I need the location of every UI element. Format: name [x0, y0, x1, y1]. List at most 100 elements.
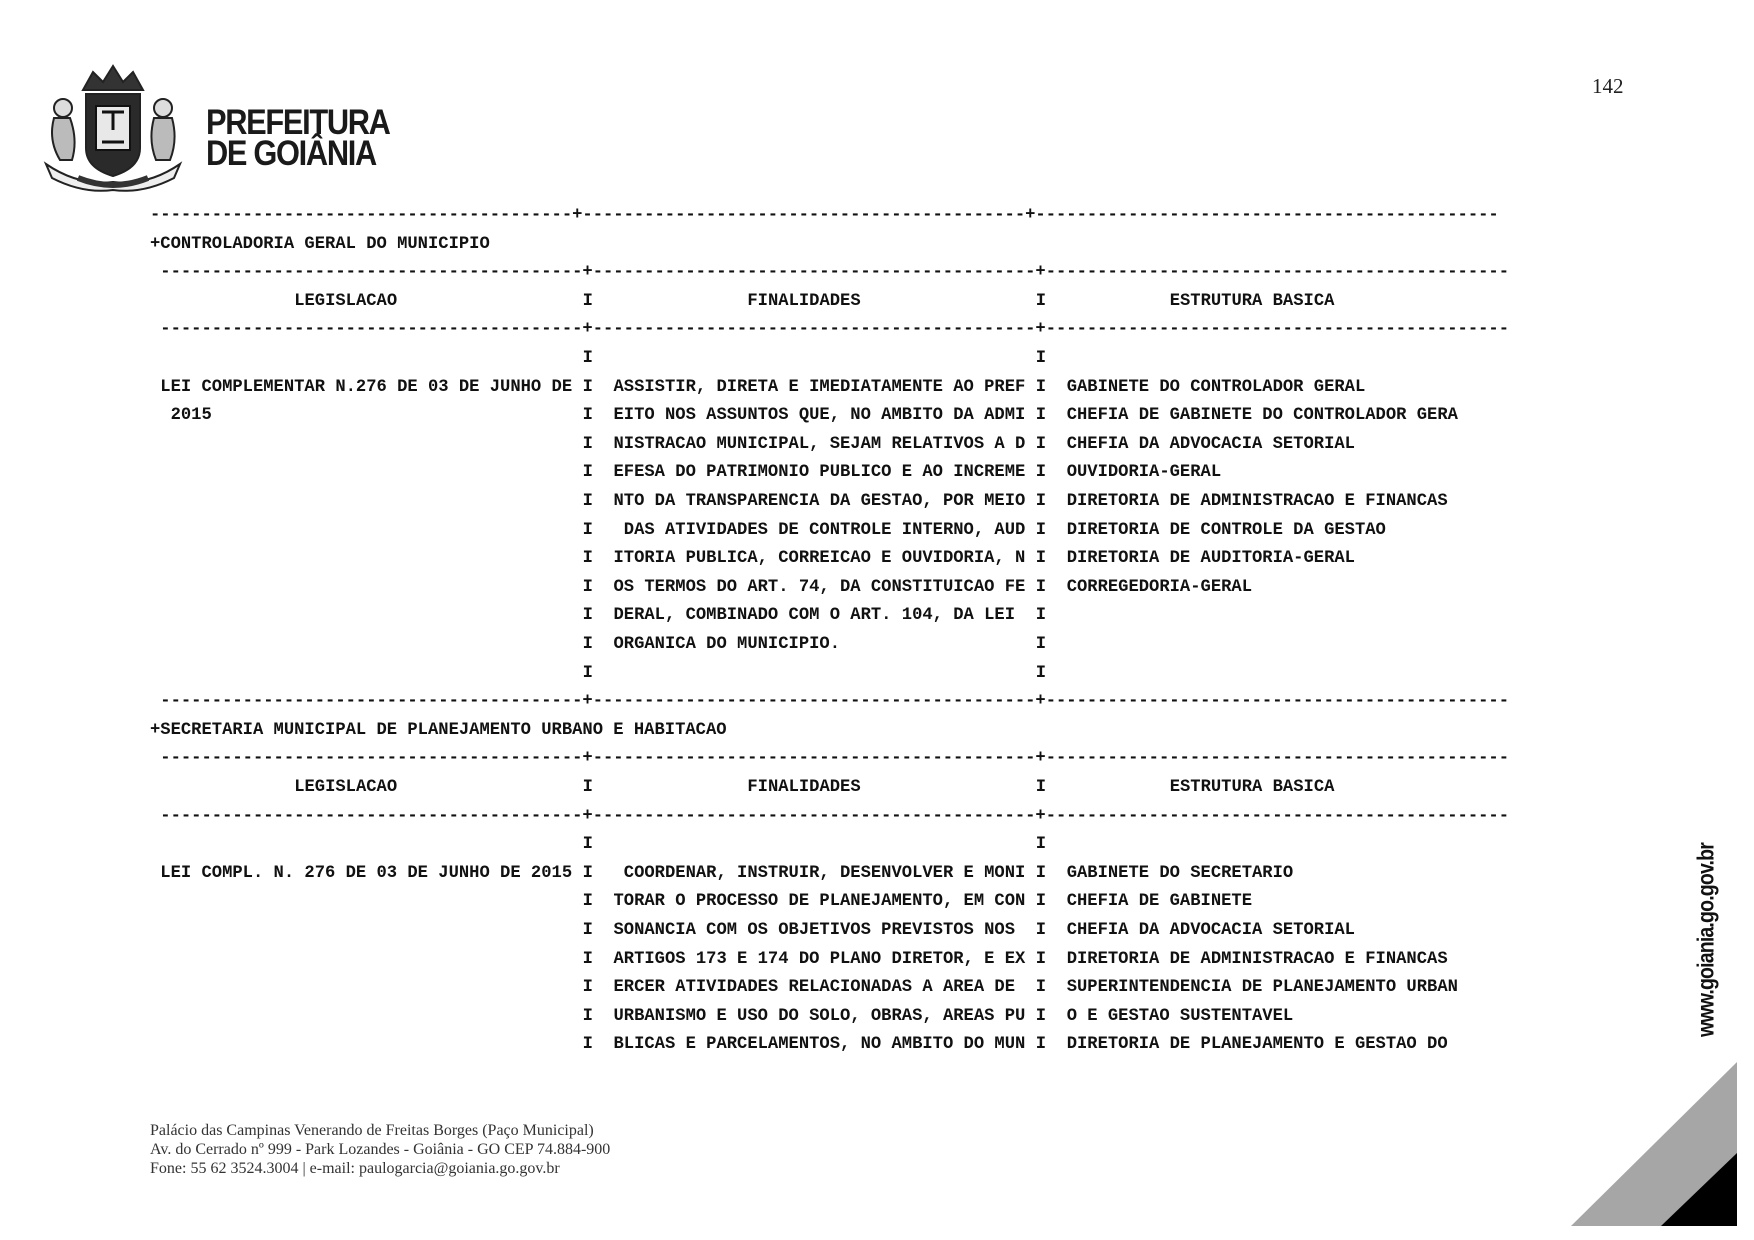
corner-gray-triangle — [1571, 1062, 1737, 1226]
finalidades-cell: ORGANICA DO MUNICIPIO. — [613, 635, 841, 654]
column-divider: I — [1035, 520, 1047, 540]
finalidades-cell: BLICAS E PARCELAMENTOS, NO AMBITO DO MUN — [613, 1035, 1026, 1055]
section-title: +CONTROLADORIA GERAL DO MUNICIPIO — [150, 234, 490, 254]
dashed-separator: ----------------------------------------… — [150, 206, 1499, 225]
column-divider: I — [1035, 663, 1047, 683]
estrutura-basica-cell: CHEFIA DE GABINETE — [1066, 892, 1253, 912]
column-header-estrutura-basica: ESTRUTURA BASICA — [1169, 778, 1335, 797]
legislacao-cell: LEI COMPLEMENTAR N.276 DE 03 DE JUNHO DE — [160, 377, 573, 397]
estrutura-basica-cell: OUVIDORIA-GERAL — [1066, 463, 1222, 483]
table-row: I ITORIA PUBLICA, CORREICAO E OUVIDORIA, … — [0, 545, 1754, 574]
estrutura-basica-cell: GABINETE DO CONTROLADOR GERAL — [1066, 377, 1366, 397]
column-divider: I — [582, 492, 593, 511]
column-divider: I — [1035, 978, 1047, 998]
page-number: 142 — [1592, 74, 1624, 98]
table-row: 2015 I EITO NOS ASSUNTOS QUE, NO AMBITO DA… — [0, 402, 1754, 431]
table-rule: ----------------------------------------… — [0, 259, 1754, 288]
estrutura-basica-cell: DIRETORIA DE PLANEJAMENTO E GESTAO DO — [1066, 1035, 1448, 1055]
table-row: LEI COMPL. N. 276 DE 03 DE JUNHO DE 2015… — [0, 860, 1754, 889]
estrutura-basica-cell: O E GESTAO SUSTENTAVEL — [1066, 1006, 1294, 1026]
column-divider: I — [582, 635, 593, 654]
column-divider: I — [1035, 1035, 1047, 1055]
table-row: I NTO DA TRANSPARENCIA DA GESTAO, POR MEI… — [0, 488, 1754, 517]
column-divider: I — [582, 434, 593, 454]
finalidades-cell: EFESA DO PATRIMONIO PUBLICO E AO INCREME — [613, 463, 1026, 483]
table-row: I BLICAS E PARCELAMENTOS, NO AMBITO DO MU… — [0, 1031, 1754, 1060]
estrutura-basica-cell: CORREGEDORIA-GERAL — [1066, 577, 1253, 597]
column-divider: I — [1035, 349, 1047, 368]
section-title-row: +CONTROLADORIA GERAL DO MUNICIPIO — [0, 231, 1754, 260]
table-rule: ----------------------------------------… — [0, 316, 1754, 345]
table-row: I OS TERMOS DO ART. 74, DA CONSTITUICAO F… — [0, 574, 1754, 603]
estrutura-basica-cell: GABINETE DO SECRETARIO — [1066, 863, 1294, 883]
column-header-legislacao: LEGISLACAO — [294, 291, 398, 311]
column-divider: I — [1035, 549, 1047, 569]
finalidades-cell: EITO NOS ASSUNTOS QUE, NO AMBITO DA ADMI — [613, 406, 1026, 426]
column-divider: I — [582, 835, 593, 855]
column-divider: I — [582, 377, 593, 397]
prefeitura-coat-of-arms-logo — [43, 64, 183, 192]
column-divider: I — [582, 1035, 593, 1055]
column-divider: I — [582, 520, 593, 540]
table-header-row: LEGISLACAO I FINALIDADES I ESTRUTURA BASICA — [0, 774, 1754, 803]
finalidades-cell: DAS ATIVIDADES DE CONTROLE INTERNO, AUD — [613, 520, 1026, 540]
estrutura-basica-cell: DIRETORIA DE AUDITORIA-GERAL — [1066, 549, 1355, 569]
column-divider: I — [1035, 949, 1047, 969]
column-divider: I — [582, 606, 593, 626]
table-row: I URBANISMO E USO DO SOLO, OBRAS, AREAS P… — [0, 1003, 1754, 1032]
table-row: I ERCER ATIVIDADES RELACIONADAS A AREA DE… — [0, 974, 1754, 1003]
column-divider: I — [582, 291, 593, 311]
estrutura-basica-cell: CHEFIA DE GABINETE DO CONTROLADOR GERA — [1066, 406, 1458, 426]
column-divider: I — [582, 577, 593, 597]
column-divider: I — [582, 949, 593, 969]
section-title: +SECRETARIA MUNICIPAL DE PLANEJAMENTO UR… — [150, 720, 727, 740]
finalidades-cell: DERAL, COMBINADO COM O ART. 104, DA LEI — [613, 606, 1016, 626]
table-row: I ORGANICA DO MUNICIPIO. I — [0, 631, 1754, 660]
column-divider: I — [582, 463, 593, 483]
estrutura-basica-cell: SUPERINTENDENCIA DE PLANEJAMENTO URBAN — [1066, 978, 1458, 998]
section-title-row: +SECRETARIA MUNICIPAL DE PLANEJAMENTO UR… — [0, 717, 1754, 746]
table-row: I NISTRACAO MUNICIPAL, SEJAM RELATIVOS A … — [0, 431, 1754, 460]
legislacao-cell: LEI COMPL. N. 276 DE 03 DE JUNHO DE 2015 — [160, 863, 573, 883]
column-divider: I — [1035, 892, 1047, 912]
footer-address: Palácio das Campinas Venerando de Freita… — [150, 1121, 610, 1178]
finalidades-cell: ARTIGOS 173 E 174 DO PLANO DIRETOR, E EX — [613, 949, 1026, 969]
column-divider: I — [582, 978, 593, 998]
legislacao-cell: 2015 — [160, 406, 212, 426]
column-divider: I — [1035, 377, 1047, 397]
column-divider: I — [582, 863, 593, 883]
table-row: I ARTIGOS 173 E 174 DO PLANO DIRETOR, E E… — [0, 946, 1754, 975]
corner-black-triangle — [1661, 1153, 1737, 1226]
column-divider: I — [1035, 835, 1047, 855]
column-divider: I — [582, 406, 593, 426]
column-header-finalidades: FINALIDADES — [747, 778, 861, 797]
column-divider: I — [582, 1006, 593, 1026]
table-header-row: LEGISLACAO I FINALIDADES I ESTRUTURA BASICA — [0, 288, 1754, 317]
column-divider: I — [582, 778, 593, 797]
table-rule: ----------------------------------------… — [0, 745, 1754, 774]
column-divider: I — [1035, 635, 1047, 654]
website-url-vertical: www.goiania.go.gov.br — [1692, 843, 1719, 1037]
table-row: I SONANCIA COM OS OBJETIVOS PREVISTOS NOS… — [0, 917, 1754, 946]
dashed-separator: ----------------------------------------… — [160, 749, 1509, 769]
table-row: I EFESA DO PATRIMONIO PUBLICO E AO INCREM… — [0, 459, 1754, 488]
table-row: LEI COMPLEMENTAR N.276 DE 03 DE JUNHO DE… — [0, 374, 1754, 403]
finalidades-cell: ERCER ATIVIDADES RELACIONADAS A AREA DE — [613, 978, 1016, 998]
footer-line-street: Av. do Cerrado nº 999 - Park Lozandes - … — [150, 1141, 611, 1158]
column-divider: I — [1035, 1006, 1047, 1026]
table-row: I DERAL, COMBINADO COM O ART. 104, DA LEI… — [0, 602, 1754, 631]
column-divider: I — [1035, 434, 1047, 454]
brand-name-line1: PREFEITURA — [206, 103, 391, 142]
column-divider: I — [1035, 291, 1047, 311]
estrutura-basica-cell: CHEFIA DA ADVOCACIA SETORIAL — [1066, 434, 1355, 454]
column-divider: I — [1035, 606, 1047, 626]
column-header-estrutura-basica: ESTRUTURA BASICA — [1169, 291, 1335, 311]
finalidades-cell: OS TERMOS DO ART. 74, DA CONSTITUICAO FE — [613, 577, 1026, 597]
column-header-finalidades: FINALIDADES — [747, 291, 861, 311]
column-divider: I — [1035, 921, 1047, 940]
table-row: I DAS ATIVIDADES DE CONTROLE INTERNO, AU… — [0, 517, 1754, 546]
table-row: I TORAR O PROCESSO DE PLANEJAMENTO, EM CO… — [0, 888, 1754, 917]
